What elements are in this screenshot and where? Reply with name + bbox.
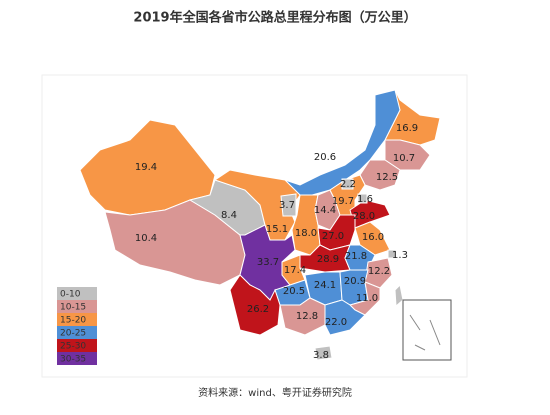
region-value: 26.2 xyxy=(247,304,269,315)
legend-swatch xyxy=(57,352,97,365)
region-value: 22.0 xyxy=(325,317,347,328)
legend-label: 0-10 xyxy=(60,290,81,300)
legend-swatch xyxy=(57,339,97,352)
province xyxy=(329,174,366,216)
region-value: 33.7 xyxy=(257,257,279,268)
region-value: 19.4 xyxy=(135,162,157,173)
province xyxy=(341,178,354,190)
region-value: 8.4 xyxy=(221,210,237,221)
region-value: 1.6 xyxy=(357,194,373,205)
legend-label: 15-20 xyxy=(60,316,86,326)
region-value: 2.2 xyxy=(340,179,356,190)
province xyxy=(324,299,366,336)
region-value: 16.0 xyxy=(362,232,384,243)
region-value: 17.4 xyxy=(284,265,306,276)
region-value: 12.8 xyxy=(296,311,318,322)
inset-islands xyxy=(409,314,441,351)
province xyxy=(280,193,297,217)
region-value: 21.8 xyxy=(345,251,367,262)
province xyxy=(387,249,397,259)
legend: 0-10 10-15 15-20 20-25 25-30 30-35 xyxy=(57,287,97,365)
region-value: 10.4 xyxy=(135,233,157,244)
province xyxy=(314,345,333,361)
region-value: 20.6 xyxy=(314,152,336,163)
region-value: 28.9 xyxy=(317,254,339,265)
source-note: 资料来源：wind、粤开证券研究院 xyxy=(198,386,352,399)
legend-label: 25-30 xyxy=(60,342,86,352)
region-value: 11.0 xyxy=(356,293,378,304)
region-value: 15.1 xyxy=(266,224,288,235)
legend-swatch xyxy=(57,300,97,313)
legend-swatch xyxy=(57,326,97,339)
region-value: 14.4 xyxy=(314,205,336,216)
legend-swatch xyxy=(57,287,97,300)
region-value: 27.0 xyxy=(322,231,344,242)
legend-label: 10-15 xyxy=(60,303,86,313)
region-value: 20.5 xyxy=(283,286,305,297)
legend-swatch xyxy=(57,313,97,326)
inset-frame xyxy=(402,299,452,361)
region-value: 20.9 xyxy=(344,276,366,287)
region-value: 18.0 xyxy=(295,228,317,239)
region-value: 19.7 xyxy=(332,196,354,207)
province xyxy=(254,89,401,198)
region-value: 12.5 xyxy=(376,172,398,183)
title: 2019年全国各省市公路总里程分布图（万公里） xyxy=(133,10,416,26)
region-value: 10.7 xyxy=(393,153,415,164)
region-value: 24.1 xyxy=(314,280,336,291)
region-value: 12.2 xyxy=(368,266,390,277)
provinces xyxy=(79,89,452,361)
region-value: 1.3 xyxy=(392,250,408,261)
province xyxy=(229,274,281,336)
region-value: 16.9 xyxy=(396,123,418,134)
province xyxy=(357,193,368,204)
region-value: 3.8 xyxy=(313,350,329,361)
region-value: 3.7 xyxy=(279,200,295,211)
province xyxy=(79,119,216,216)
labels: 16.9 10.7 12.5 20.6 19.4 10.4 8.4 3.7 15… xyxy=(135,123,418,361)
legend-label: 30-35 xyxy=(60,355,86,365)
legend-label: 20-25 xyxy=(60,329,86,339)
region-value: 28.0 xyxy=(353,211,375,222)
